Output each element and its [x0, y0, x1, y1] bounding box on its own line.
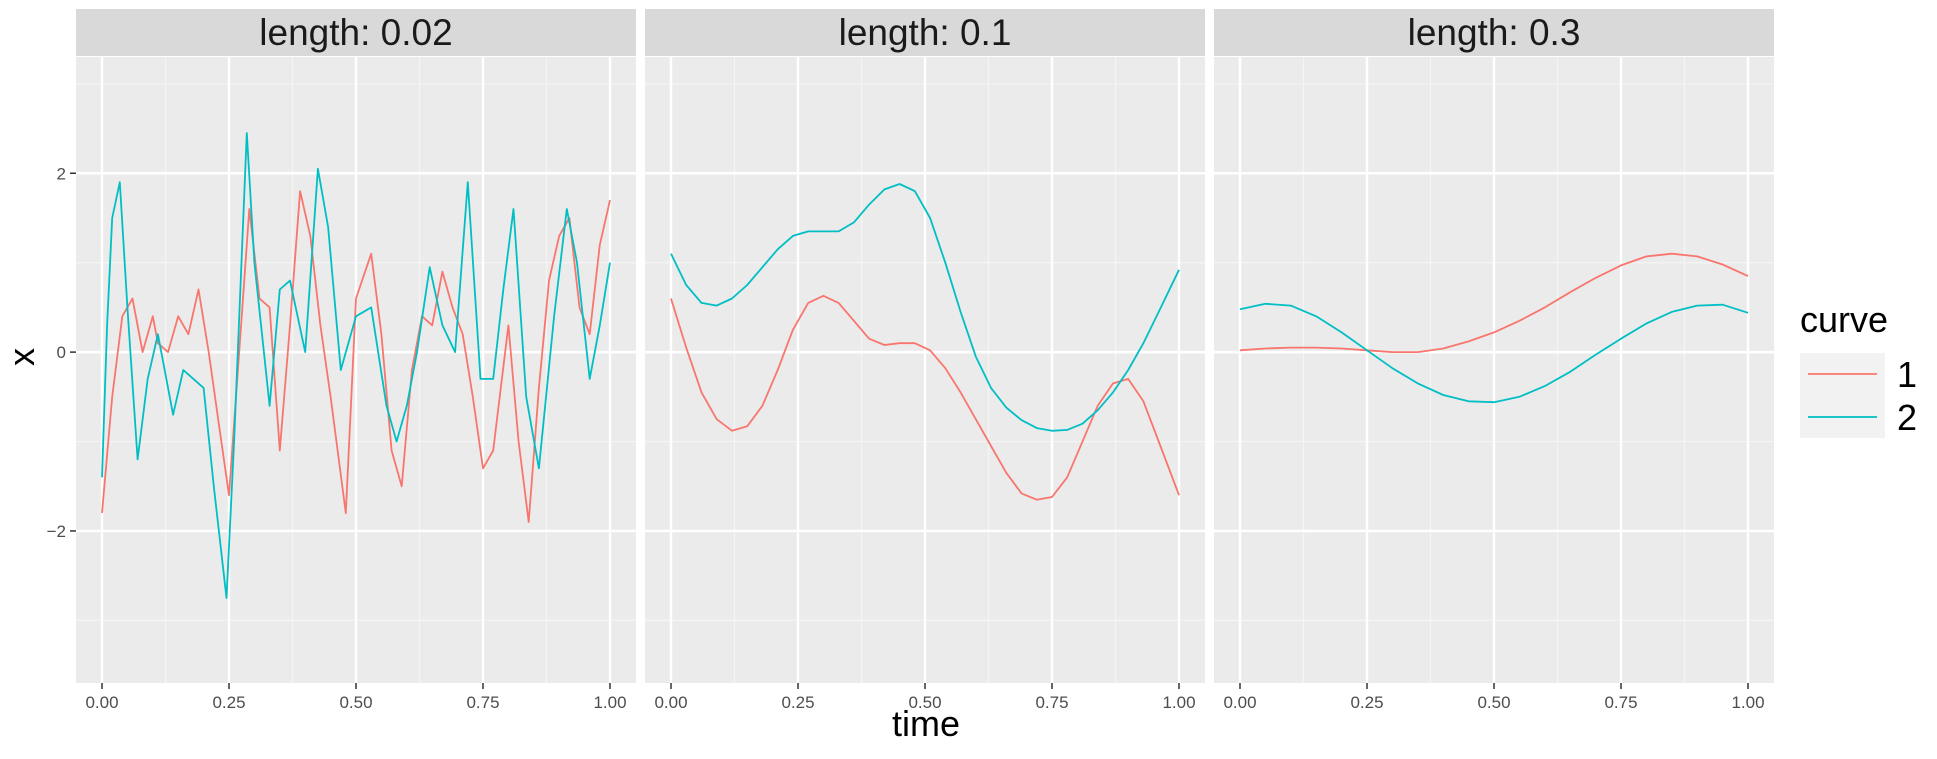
x-tick-label: 0.50: [1477, 693, 1510, 712]
legend-key-background: [1800, 353, 1885, 438]
series-line-curve-1: [101, 190, 611, 523]
y-tick-label: 2: [57, 164, 66, 183]
facet-panel-2: length: 0.1 0.00 0.25 0.50 0.75 1.00: [645, 9, 1205, 712]
x-tick-label: 0.00: [654, 693, 687, 712]
series-line-curve-2: [101, 132, 611, 599]
series-line-curve-2: [1239, 302, 1749, 404]
x-axis-title: time: [892, 703, 960, 744]
y-axis: −2 0 2: [47, 164, 76, 541]
series-line-curve-1: [1239, 252, 1749, 353]
x-tick-label: 1.00: [593, 693, 626, 712]
x-tick-label: 0.75: [466, 693, 499, 712]
facet-strip-label: length: 0.1: [839, 12, 1012, 53]
x-tick-label: 0.00: [1223, 693, 1256, 712]
x-tick-label: 0.50: [339, 693, 372, 712]
facet-strip-label: length: 0.3: [1408, 12, 1581, 53]
legend-label-curve-1: 1: [1897, 354, 1917, 395]
legend-title: curve: [1800, 299, 1888, 340]
y-axis-title: x: [1, 348, 42, 366]
legend-label-curve-2: 2: [1897, 397, 1917, 438]
series-line-curve-1: [670, 294, 1180, 501]
x-tick-label: 0.75: [1604, 693, 1637, 712]
x-tick-label: 0.75: [1035, 693, 1068, 712]
x-tick-label: 0.25: [1350, 693, 1383, 712]
facet-strip-label: length: 0.02: [259, 12, 452, 53]
x-tick-label: 1.00: [1162, 693, 1195, 712]
series-line-curve-2: [670, 183, 1180, 432]
legend: curve 12: [1800, 299, 1917, 438]
facet-strip: [76, 9, 636, 56]
facet-strip: [1214, 9, 1774, 56]
x-tick-label: 1.00: [1731, 693, 1764, 712]
x-tick-label: 0.50: [908, 693, 941, 712]
x-tick-label: 0.00: [85, 693, 118, 712]
panels-layer: length: 0.020.00 0.25 0.50 0.75 1.00length: …: [76, 9, 1774, 712]
x-tick-label: 0.25: [781, 693, 814, 712]
y-tick-label: −2: [47, 522, 66, 541]
y-tick-label: 0: [57, 343, 66, 362]
facet-panel-3: length: 0.3 0.00 0.25 0.50 0.75 1.00: [1214, 9, 1774, 712]
x-tick-label: 0.25: [212, 693, 245, 712]
facet-panel-1: length: 0.02 0.00 0.25 0.50 0.75 1.00: [76, 9, 636, 712]
facet-strip: [645, 9, 1205, 56]
